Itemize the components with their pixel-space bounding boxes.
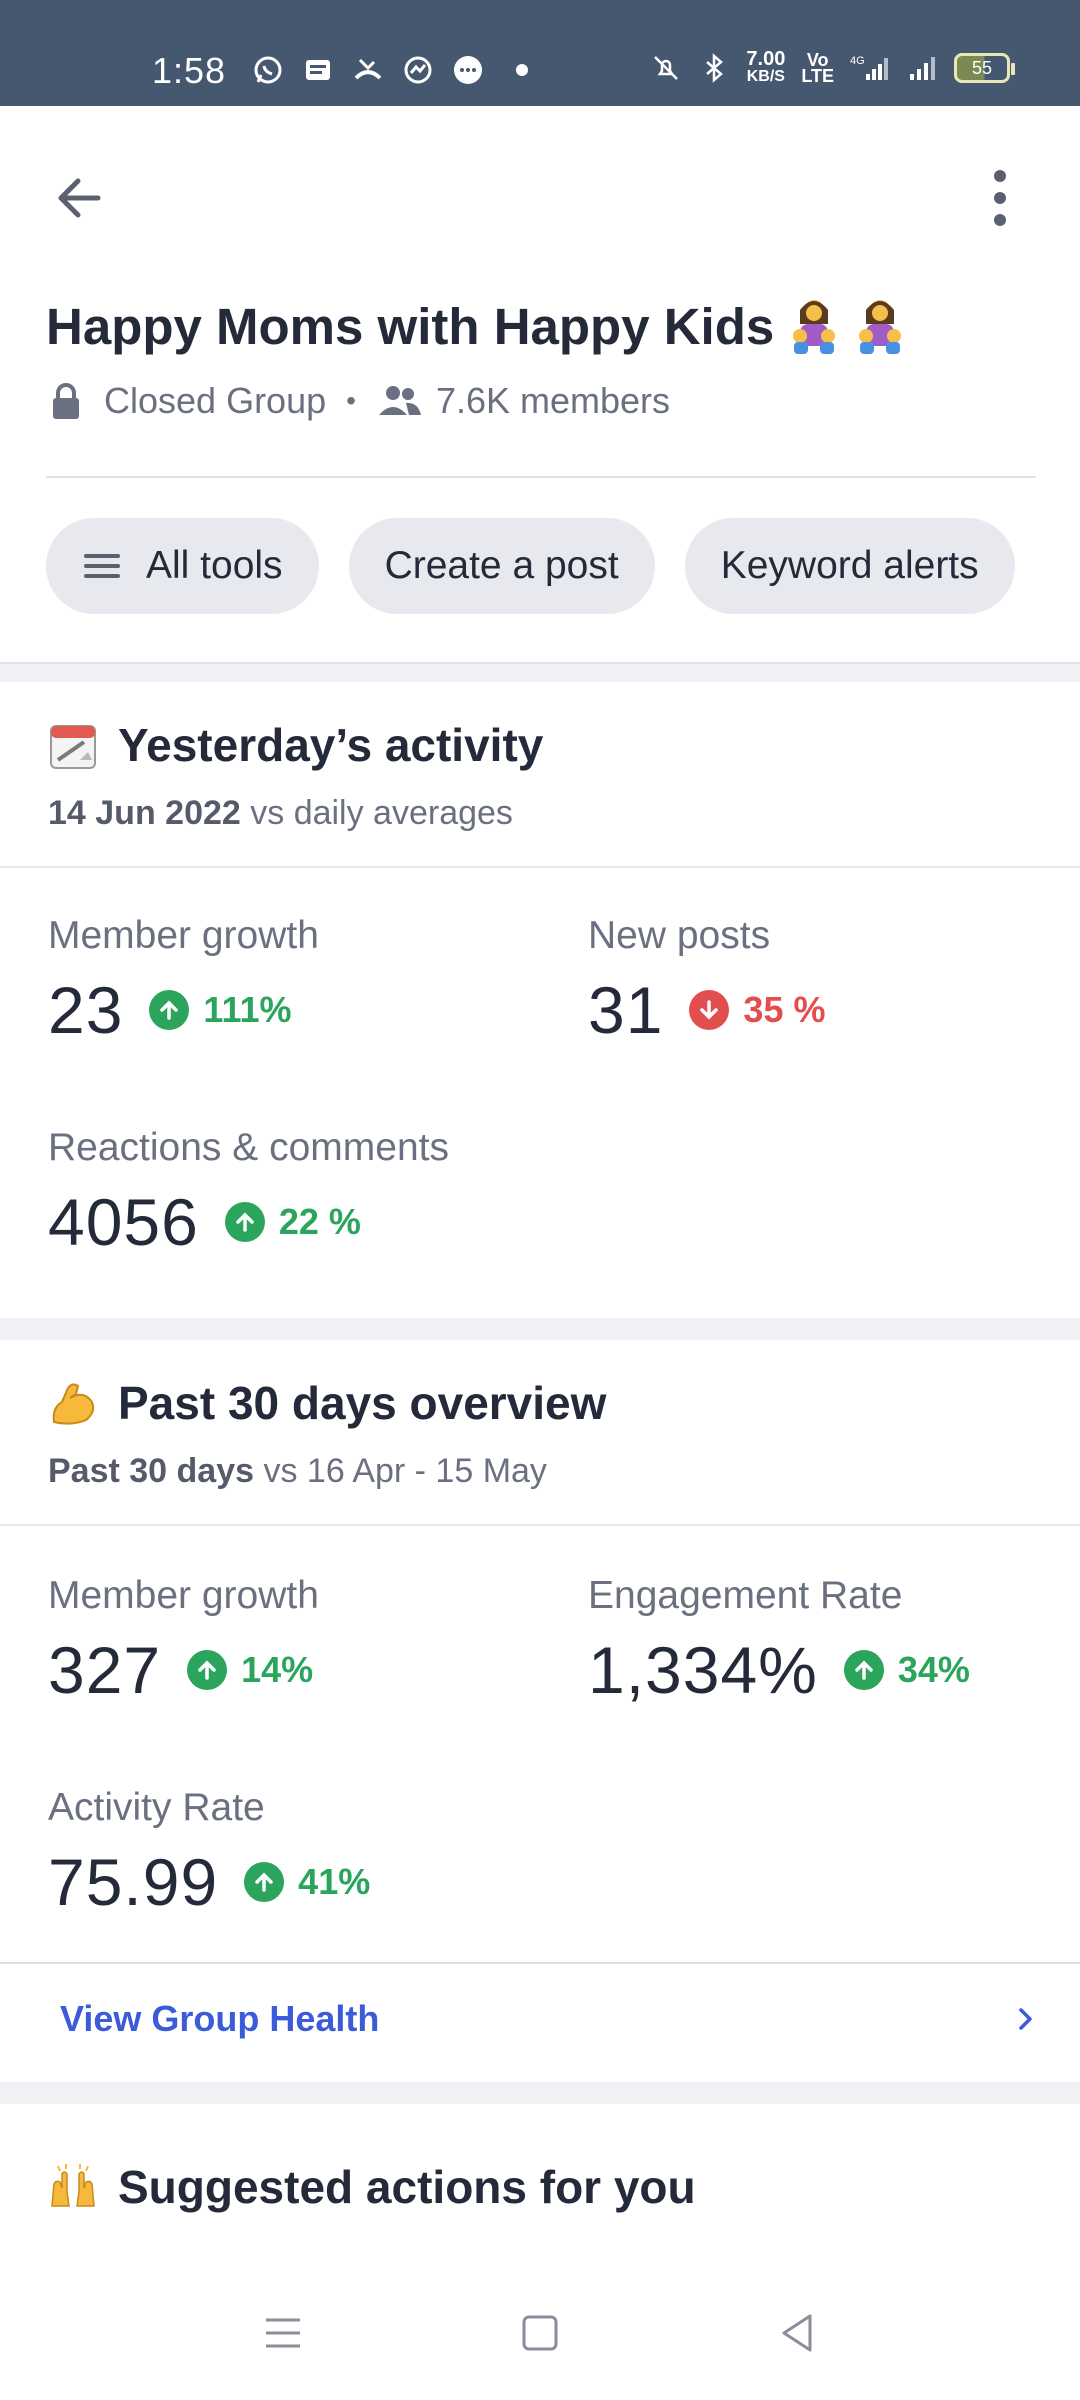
stat-value: 4056 <box>48 1185 199 1259</box>
message-icon <box>306 60 330 80</box>
section-separator <box>0 2082 1080 2104</box>
members-count: 7.6K members <box>435 380 671 421</box>
arrow-up-icon <box>160 1000 179 1020</box>
arrow-up-icon <box>236 1212 254 1232</box>
section-title: Suggested actions for you <box>118 2161 696 2213</box>
chat-bubble-icon <box>454 56 482 84</box>
keyword-alerts-chip[interactable]: Keyword alerts <box>684 518 1015 614</box>
stat-value: 75.99 <box>48 1845 219 1919</box>
stat-engagement-rate: Engagement Rate 1,334% 34% <box>588 1574 970 1707</box>
family-emoji-icon <box>793 300 836 354</box>
people-icon <box>378 386 421 415</box>
link-divider <box>0 1962 1080 1964</box>
meta-separator: • <box>346 385 356 416</box>
system-icons: 7.00 KB/S Vo LTE 4G 55 <box>650 48 1015 86</box>
battery-indicator: 55 <box>954 53 1015 83</box>
menu-icon <box>84 554 120 578</box>
section-title: Yesterday’s activity <box>118 719 544 771</box>
change-badge: 34% <box>843 1649 970 1691</box>
stat-value: 23 <box>48 973 124 1047</box>
signal-icon <box>910 57 935 80</box>
signal-4g-icon: 4G <box>850 55 888 80</box>
group-meta: Closed Group • 7.6K members <box>48 380 670 422</box>
change-badge: 35 % <box>689 989 825 1031</box>
change-badge: 41% <box>244 1861 370 1903</box>
quick-actions: All tools Create a post Keyword alerts <box>46 518 1015 614</box>
arrow-left-icon[interactable] <box>50 168 110 228</box>
messenger-icon <box>404 56 432 84</box>
suggested-header: Suggested actions for you <box>48 2160 696 2214</box>
section-divider <box>0 1524 1080 1526</box>
arrow-down-icon <box>700 1000 719 1020</box>
status-bar: 1:58 7.00 KB/S Vo LTE 4G 55 <box>0 0 1080 106</box>
arrow-up-icon <box>198 1660 216 1680</box>
section-subtitle: Past 30 days vs 16 Apr - 15 May <box>48 1452 547 1490</box>
back-triangle-icon[interactable] <box>772 2308 822 2358</box>
section-separator <box>0 1318 1080 1340</box>
bluetooth-icon <box>706 53 724 83</box>
whatsapp-icon <box>254 56 282 84</box>
calendar-icon <box>50 725 96 769</box>
missed-call-icon <box>354 58 382 80</box>
recent-apps-icon[interactable] <box>258 2308 308 2358</box>
section-subtitle: 14 Jun 2022 vs daily averages <box>48 794 513 832</box>
chip-label: All tools <box>146 544 283 587</box>
stat-value: 31 <box>588 973 664 1047</box>
create-post-chip[interactable]: Create a post <box>348 518 655 614</box>
system-nav-bar <box>0 2270 1080 2400</box>
stat-member-growth-yesterday: Member growth 23 111% <box>48 914 319 1047</box>
arrow-up-icon <box>855 1660 873 1680</box>
chip-label: Keyword alerts <box>720 544 979 587</box>
chip-label: Create a post <box>384 544 619 587</box>
all-tools-chip[interactable]: All tools <box>46 518 319 614</box>
section-separator <box>0 662 1080 682</box>
network-type-label: 4G <box>850 55 865 67</box>
mute-icon <box>654 56 679 80</box>
arrow-up-icon <box>255 1872 273 1892</box>
past30-header: Past 30 days overview Past 30 days vs 16… <box>48 1376 606 1491</box>
privacy-label: Closed Group <box>104 380 327 421</box>
home-icon[interactable] <box>515 2308 565 2358</box>
group-name: Happy Moms with Happy Kids <box>46 298 775 355</box>
lock-icon <box>53 383 79 419</box>
stat-reactions-comments: Reactions & comments 4056 22 % <box>48 1126 449 1259</box>
change-badge: 22 % <box>224 1201 361 1243</box>
chevron-right-icon <box>1019 2008 1032 2030</box>
raising-hands-icon <box>51 2164 95 2207</box>
group-title: Happy Moms with Happy Kids <box>46 296 906 356</box>
more-notifications-dot <box>516 64 528 76</box>
network-speed: 7.00 KB/S <box>746 48 786 85</box>
stat-value: 327 <box>48 1633 162 1707</box>
section-divider <box>0 866 1080 868</box>
notification-icons <box>252 54 528 86</box>
status-time: 1:58 <box>152 50 227 91</box>
change-badge: 14% <box>187 1649 313 1691</box>
change-badge: 111% <box>149 989 292 1031</box>
header-divider <box>46 476 1036 478</box>
stat-member-growth-30d: Member growth 327 14% <box>48 1574 319 1707</box>
stat-value: 1,334% <box>588 1633 818 1707</box>
volte-indicator: Vo LTE <box>801 50 834 86</box>
link-label: View Group Health <box>60 1998 380 2039</box>
more-vertical-icon[interactable] <box>970 164 1030 232</box>
section-title: Past 30 days overview <box>118 1377 607 1429</box>
stat-activity-rate: Activity Rate 75.99 41% <box>48 1786 371 1919</box>
flexed-biceps-icon <box>52 1383 95 1425</box>
yesterday-header: Yesterday’s activity 14 Jun 2022 vs dail… <box>48 718 543 833</box>
stat-new-posts: New posts 31 35 % <box>588 914 826 1047</box>
view-group-health-link[interactable]: View Group Health <box>0 1964 1080 2074</box>
family-emoji-icon <box>859 300 902 354</box>
